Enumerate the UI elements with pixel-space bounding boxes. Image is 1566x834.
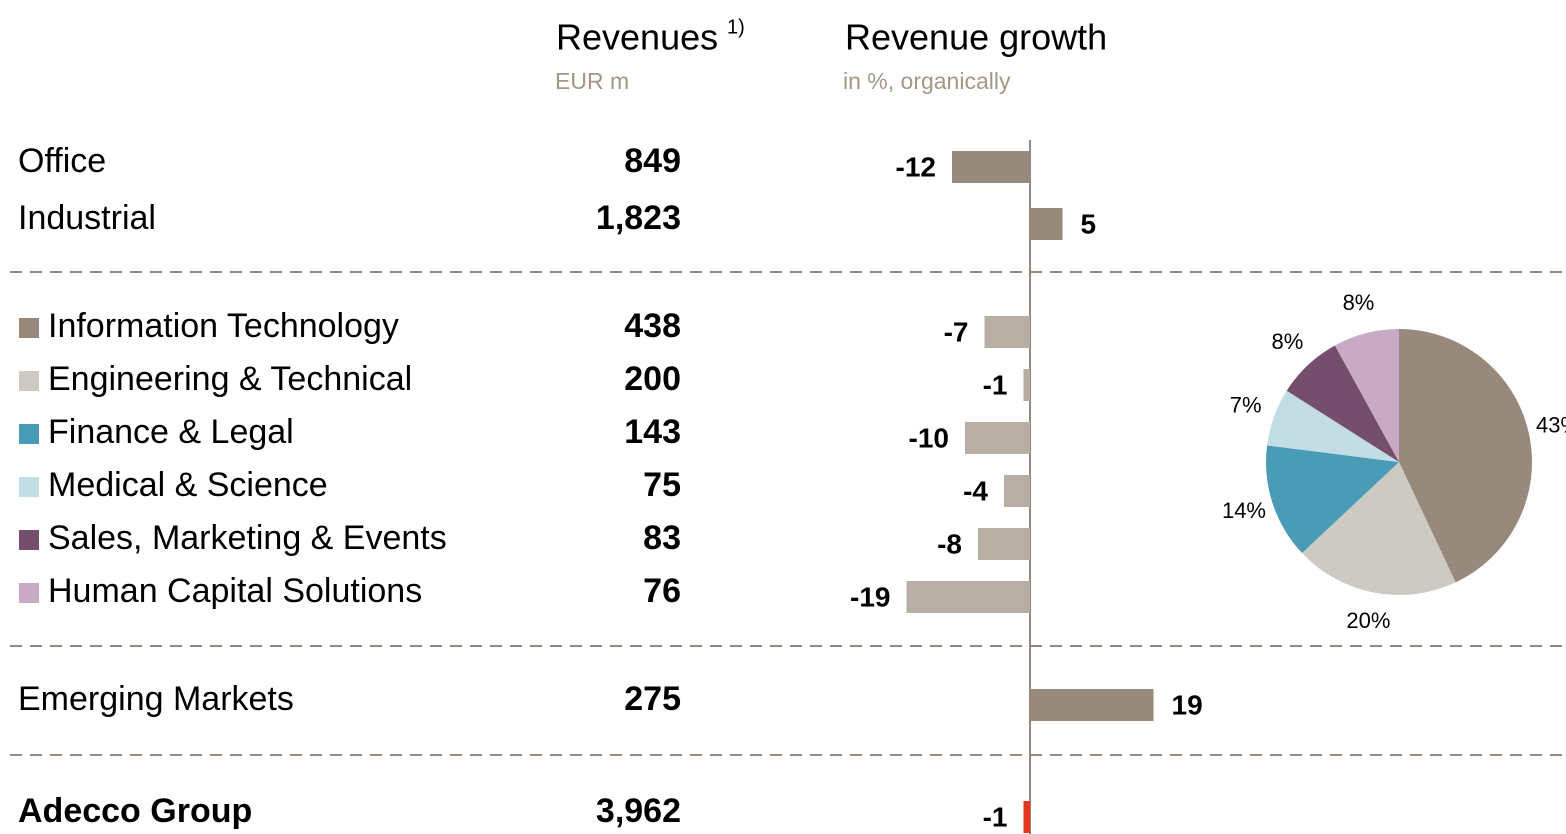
growth-label: -8 xyxy=(937,528,962,559)
row-label: Medical & Science xyxy=(48,466,328,504)
revenue: 438 xyxy=(624,307,681,345)
growth-bar xyxy=(978,528,1030,560)
revenues-header: Revenues xyxy=(556,17,718,58)
growth-unit: in %, organically xyxy=(843,68,1011,94)
revenue: 200 xyxy=(624,360,681,398)
row-label: Sales, Marketing & Events xyxy=(48,519,447,557)
revenue: 849 xyxy=(624,142,681,180)
pie-label: 8% xyxy=(1272,329,1304,354)
growth-bar xyxy=(1030,689,1154,721)
growth-label: 5 xyxy=(1081,208,1097,239)
growth-bar xyxy=(952,151,1030,183)
revenue: 3,962 xyxy=(596,792,681,830)
pie-label: 43% xyxy=(1536,412,1566,437)
growth-bar xyxy=(1030,208,1063,240)
growth-label: -1 xyxy=(983,369,1008,400)
growth-bar xyxy=(984,316,1030,348)
row-label: Industrial xyxy=(18,199,156,237)
growth-bar xyxy=(1023,369,1030,401)
pie-label: 20% xyxy=(1346,608,1390,633)
growth-header: Revenue growth xyxy=(845,17,1107,58)
growth-label: -1 xyxy=(983,801,1008,832)
revenue: 76 xyxy=(643,572,681,610)
pie-slice xyxy=(1399,329,1532,583)
row-label: Office xyxy=(18,142,106,180)
growth-label: -7 xyxy=(944,316,969,347)
growth-bar xyxy=(1004,475,1030,507)
pie-slice xyxy=(1286,345,1399,462)
revenue: 83 xyxy=(643,519,681,557)
growth-label: -12 xyxy=(896,151,936,182)
pie-slice xyxy=(1334,329,1399,462)
growth-bar xyxy=(1023,801,1030,833)
legend-marker xyxy=(19,318,39,338)
growth-label: -4 xyxy=(963,475,988,506)
growth-bar xyxy=(965,422,1030,454)
pie-slice xyxy=(1302,462,1456,595)
pie-label: 8% xyxy=(1343,290,1375,315)
legend-marker xyxy=(19,530,39,550)
growth-label: -19 xyxy=(850,581,890,612)
legend-marker xyxy=(19,583,39,603)
growth-label: 19 xyxy=(1172,689,1203,720)
revenues-unit: EUR m xyxy=(555,68,629,94)
row-label: Adecco Group xyxy=(18,792,252,830)
growth-label: -10 xyxy=(909,422,949,453)
pie-slice xyxy=(1265,445,1399,554)
pie-slice xyxy=(1267,390,1399,462)
pie-label: 14% xyxy=(1222,498,1266,523)
legend-marker xyxy=(19,424,39,444)
legend-marker xyxy=(19,477,39,497)
legend-marker xyxy=(19,371,39,391)
growth-bar xyxy=(906,581,1030,613)
revenue: 75 xyxy=(643,466,681,504)
row-label: Human Capital Solutions xyxy=(48,572,422,610)
pie-label: 7% xyxy=(1230,393,1262,418)
row-label: Emerging Markets xyxy=(18,680,294,718)
revenue: 275 xyxy=(624,680,681,718)
row-label: Finance & Legal xyxy=(48,413,294,451)
revenue: 1,823 xyxy=(596,199,681,237)
revenue: 143 xyxy=(624,413,681,451)
row-label: Information Technology xyxy=(48,307,399,345)
revenues-note: 1) xyxy=(727,16,745,38)
row-label: Engineering & Technical xyxy=(48,360,412,398)
